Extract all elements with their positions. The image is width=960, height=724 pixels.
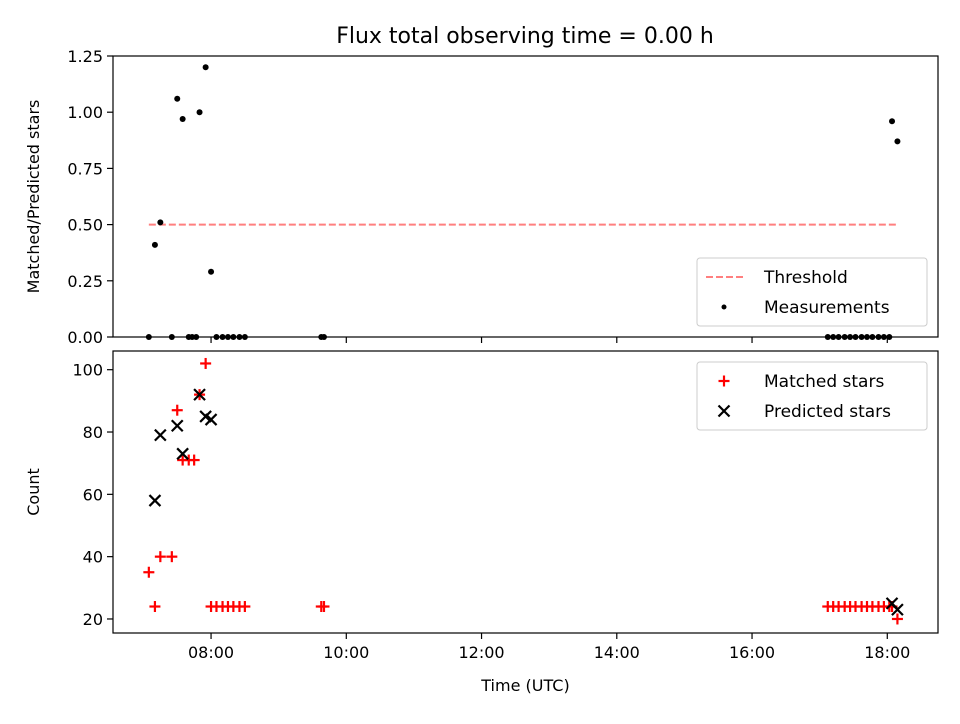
top-panel-ytick-label-1: 0.25	[67, 272, 103, 291]
bottom-panel-ytick-label-2: 60	[83, 485, 103, 504]
top-panel-series-1-point-32	[889, 118, 896, 125]
top-panel-ylabel: Matched/Predicted stars	[24, 100, 43, 294]
bottom-panel-series-1	[148, 388, 904, 616]
bottom-panel-legend-entry-1-swatch	[717, 404, 731, 418]
chart-title: Flux total observing time = 0.00 h	[336, 24, 714, 49]
top-panel-legend-entry-1-label: Measurements	[764, 298, 890, 318]
bottom-panel-ytick-label-3: 80	[83, 423, 103, 442]
top-panel: 0.00 0.25 0.50 0.75 1.00 1.25 Matched/Predicte…	[24, 47, 939, 347]
bottom-panel-xtick-label-0: 08:00	[188, 643, 234, 662]
bottom-panel-legend-entry-0-swatch	[718, 375, 730, 387]
bottom-panel-series-0-point-3	[166, 551, 178, 563]
bottom-panel-ylabel: Count	[24, 468, 43, 516]
bottom-panel-series-1-point-4-b	[193, 388, 206, 401]
bottom-panel-xlabel: Time (UTC)	[480, 676, 569, 695]
bottom-panel-legend: Matched stars Predicted stars	[696, 361, 928, 431]
bottom-panel-series-1-point-0-b	[148, 494, 162, 507]
bottom-panel-series-0-point-32	[891, 613, 903, 625]
bottom-panel-legend-entry-0-label: Matched stars	[764, 372, 884, 392]
bottom-panel-series-0-point-1	[149, 601, 161, 613]
top-panel-series-1-point-5	[179, 115, 186, 122]
top-panel-series-1-point-11	[208, 268, 215, 275]
bottom-panel-legend-entry-1-label: Predicted stars	[764, 402, 891, 422]
bottom-panel-series-1-point-4	[193, 388, 206, 401]
bottom-panel-ytick-label-0: 20	[83, 610, 103, 629]
top-panel-legend-entry-0-label: Threshold	[763, 268, 848, 288]
bottom-panel-legend-entry-1-swatch-b	[717, 404, 731, 418]
bottom-panel-ytick-label-4: 100	[72, 361, 103, 380]
bottom-panel-series-1-point-8-b	[891, 603, 904, 616]
top-panel-legend-box	[696, 257, 928, 327]
bottom-panel-series-0-point-0	[143, 566, 155, 578]
bottom-panel-series-0-point-4	[171, 404, 183, 416]
bottom-panel-xtick-label-2: 12:00	[458, 643, 504, 662]
bottom-panel-series-0-point-9	[200, 357, 212, 369]
bottom-panel-series-0-point-2	[154, 551, 166, 563]
bottom-panel-xtick-label-3: 14:00	[594, 643, 640, 662]
bottom-panel-series-1-point-5-b	[199, 410, 212, 423]
top-panel-legend: Threshold Measurements	[696, 257, 928, 327]
bottom-panel-series-0-point-18	[318, 601, 330, 613]
top-panel-ytick-label-2: 0.50	[67, 216, 103, 235]
top-panel-series-1-point-1	[151, 241, 158, 248]
top-panel-frame	[112, 55, 939, 338]
bottom-panel-series-0-point-16	[239, 601, 251, 613]
bottom-panel-ytick-label-1: 40	[83, 548, 103, 567]
bottom-panel-series-1-point-6	[204, 413, 218, 426]
bottom-panel-series-1-point-1-b	[154, 428, 167, 442]
bottom-panel-series-1-point-7-b	[885, 597, 899, 610]
bottom-panel-xtick-label-4: 16:00	[729, 643, 775, 662]
bottom-panel-series-1-point-0	[148, 494, 162, 507]
bottom-panel-series-1-point-3	[176, 447, 189, 461]
top-panel-series-1-point-10	[202, 64, 209, 71]
bottom-panel-series-1-point-2-b	[170, 419, 184, 433]
top-panel-series-1-point-2	[157, 219, 164, 226]
bottom-panel-xtick-label-1: 10:00	[323, 643, 369, 662]
bottom-panel-series-0-point-7	[188, 454, 200, 466]
bottom-panel-legend-box	[696, 361, 928, 431]
top-panel-ytick-label-0: 0.00	[67, 328, 103, 347]
bottom-panel-xtick-label-5: 18:00	[864, 643, 910, 662]
top-panel-series-1-point-9	[196, 109, 203, 116]
top-panel-series-1-point-4	[174, 95, 181, 102]
bottom-panel-series-1-point-8	[891, 603, 904, 616]
top-panel-series-1-point-33	[894, 138, 901, 145]
top-panel-legend-entry-1-swatch	[721, 304, 727, 310]
bottom-panel-series-1-point-6-b	[204, 413, 218, 426]
bottom-panel-series-1-point-3-b	[176, 447, 189, 461]
top-panel-ytick-label-4: 1.00	[67, 103, 103, 122]
bottom-panel-series-0	[143, 357, 903, 625]
top-panel-ytick-label-5: 1.25	[67, 47, 103, 66]
bottom-panel-series-1-point-1	[154, 428, 167, 442]
bottom-panel: 20 40 60 80 100 08:00 10:00 12:00 14:00 16:00 18:0…	[24, 350, 939, 695]
bottom-panel-frame	[112, 350, 939, 634]
top-panel-ytick-label-3: 0.75	[67, 159, 103, 178]
bottom-panel-series-1-point-2	[170, 419, 184, 433]
